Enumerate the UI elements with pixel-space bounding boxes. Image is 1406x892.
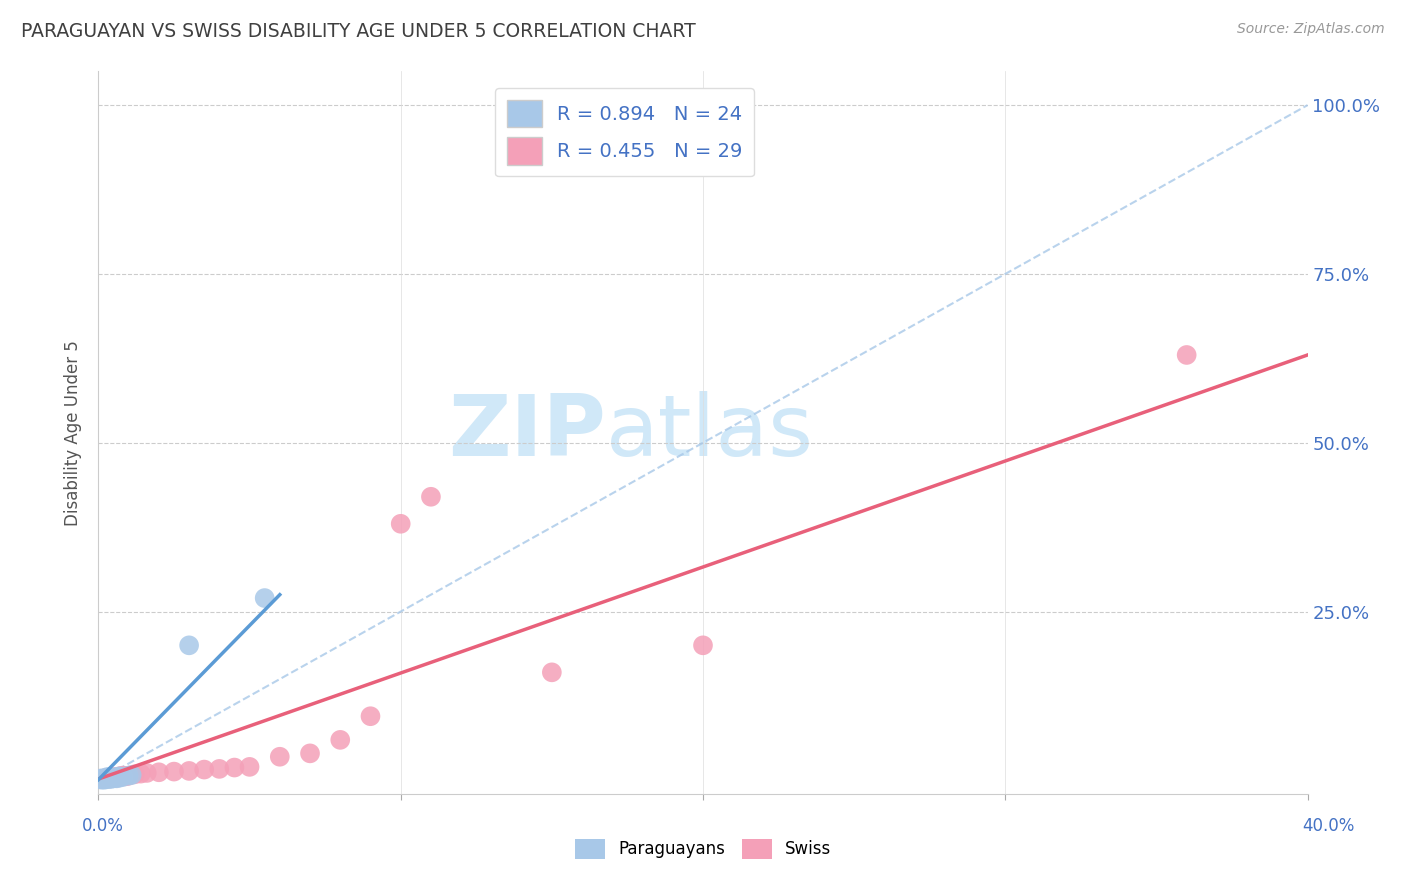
Point bbox=[96, 770, 118, 784]
Point bbox=[163, 764, 186, 779]
Legend: R = 0.894   N = 24, R = 0.455   N = 29: R = 0.894 N = 24, R = 0.455 N = 29 bbox=[495, 88, 755, 177]
Point bbox=[105, 770, 128, 784]
Point bbox=[96, 772, 118, 786]
Point bbox=[96, 772, 118, 786]
Point bbox=[253, 591, 276, 605]
Point bbox=[100, 772, 122, 786]
Point bbox=[100, 772, 122, 786]
Point bbox=[108, 771, 131, 785]
Point bbox=[540, 665, 562, 680]
Point bbox=[118, 769, 141, 783]
Point bbox=[103, 771, 125, 785]
Point bbox=[239, 760, 262, 774]
Point bbox=[299, 747, 322, 761]
Point bbox=[118, 769, 141, 783]
Text: 40.0%: 40.0% bbox=[1302, 817, 1355, 835]
Point bbox=[111, 769, 134, 783]
Point bbox=[100, 771, 122, 785]
Point bbox=[224, 760, 246, 774]
Text: Source: ZipAtlas.com: Source: ZipAtlas.com bbox=[1237, 22, 1385, 37]
Point bbox=[179, 638, 201, 652]
Point bbox=[208, 762, 231, 776]
Text: 0.0%: 0.0% bbox=[82, 817, 124, 835]
Point bbox=[100, 772, 122, 786]
Point bbox=[93, 772, 115, 786]
Point bbox=[90, 772, 112, 786]
Point bbox=[692, 638, 714, 652]
Text: atlas: atlas bbox=[606, 391, 814, 475]
Point bbox=[93, 772, 115, 786]
Point bbox=[93, 772, 115, 787]
Point bbox=[90, 772, 112, 787]
Point bbox=[103, 772, 125, 786]
Point bbox=[96, 771, 118, 785]
Text: PARAGUAYAN VS SWISS DISABILITY AGE UNDER 5 CORRELATION CHART: PARAGUAYAN VS SWISS DISABILITY AGE UNDER… bbox=[21, 22, 696, 41]
Point bbox=[114, 769, 136, 783]
Legend: Paraguayans, Swiss: Paraguayans, Swiss bbox=[568, 832, 838, 866]
Point bbox=[269, 749, 291, 764]
Point bbox=[108, 769, 131, 783]
Point bbox=[90, 772, 112, 786]
Point bbox=[135, 766, 157, 780]
Y-axis label: Disability Age Under 5: Disability Age Under 5 bbox=[65, 340, 83, 525]
Point bbox=[179, 764, 201, 778]
Point bbox=[193, 763, 215, 777]
Point bbox=[108, 769, 131, 783]
Point bbox=[90, 772, 112, 786]
Point bbox=[129, 766, 152, 780]
Point bbox=[93, 772, 115, 786]
Point bbox=[360, 709, 382, 723]
Point bbox=[103, 770, 125, 784]
Point bbox=[105, 772, 128, 786]
Text: ZIP: ZIP bbox=[449, 391, 606, 475]
Point bbox=[148, 765, 170, 780]
Point bbox=[420, 490, 443, 504]
Point bbox=[124, 767, 146, 781]
Point bbox=[329, 732, 352, 747]
Point bbox=[105, 771, 128, 785]
Point bbox=[389, 516, 412, 531]
Point bbox=[96, 771, 118, 785]
Point bbox=[121, 768, 143, 782]
Point bbox=[111, 770, 134, 784]
Point bbox=[1175, 348, 1198, 362]
